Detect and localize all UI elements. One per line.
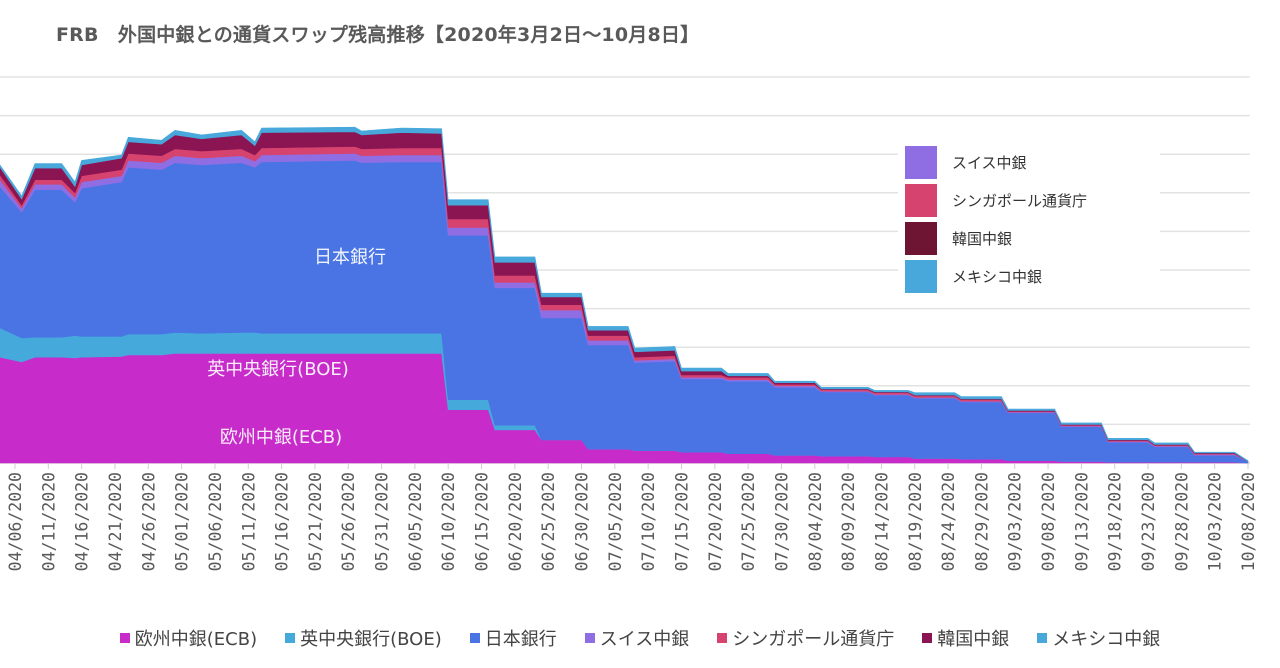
legend-swatch bbox=[905, 221, 937, 255]
x-tick-label: 04/21/2020 bbox=[106, 472, 125, 571]
inset-legend-item-mexico[interactable]: メキシコ中銀 bbox=[905, 259, 1042, 293]
x-tick-label: 04/11/2020 bbox=[39, 472, 58, 571]
x-tick-label: 05/16/2020 bbox=[273, 472, 292, 571]
inset-legend-item-korea[interactable]: 韓国中銀 bbox=[905, 221, 1012, 255]
x-tick-label: 07/15/2020 bbox=[672, 472, 691, 571]
legend-item-japan[interactable]: 日本銀行 bbox=[469, 624, 557, 652]
legend-label: シンガポール通貨庁 bbox=[732, 629, 895, 650]
x-tick-label: 06/05/2020 bbox=[406, 472, 425, 571]
inset-legend: スイス中銀 シンガポール通貨庁 韓国中銀 メキシコ中銀 bbox=[898, 140, 1160, 300]
x-tick-label: 04/16/2020 bbox=[73, 472, 92, 571]
x-tick-label: 06/20/2020 bbox=[506, 472, 525, 571]
x-tick-label: 07/10/2020 bbox=[639, 472, 658, 571]
inset-legend-item-swiss[interactable]: スイス中銀 bbox=[905, 145, 1027, 179]
legend-label: メキシコ中銀 bbox=[952, 267, 1043, 286]
legend-item-mexico[interactable]: メキシコ中銀 bbox=[1037, 624, 1160, 652]
x-tick-label: 10/08/2020 bbox=[1239, 472, 1258, 571]
x-tick-label: 07/20/2020 bbox=[706, 472, 725, 571]
x-tick-label: 07/05/2020 bbox=[606, 472, 625, 571]
legend-item-boe[interactable]: 英中央銀行(BOE) bbox=[285, 624, 442, 652]
x-tick-label: 09/28/2020 bbox=[1172, 472, 1191, 571]
legend-item-ecb[interactable]: 欧州中銀(ECB) bbox=[119, 624, 258, 652]
x-tick-label: 05/31/2020 bbox=[373, 472, 392, 571]
x-tick-label: 06/25/2020 bbox=[539, 472, 558, 571]
x-tick-label: 10/03/2020 bbox=[1206, 472, 1225, 571]
x-axis: 04/06/2020 04/11/2020 04/16/2020 04/21/2020… bbox=[6, 463, 1258, 571]
legend-swatch bbox=[717, 633, 728, 643]
legend-label: スイス中銀 bbox=[599, 629, 690, 650]
legend-swatch bbox=[119, 633, 130, 643]
legend-swatch bbox=[905, 183, 937, 217]
legend-label: 韓国中銀 bbox=[937, 629, 1010, 650]
area-series-6 bbox=[0, 126, 1249, 463]
chart-title: FRB 外国中銀との通貨スワップ残高推移【2020年3月2日～10月8日】 bbox=[56, 24, 700, 46]
x-tick-label: 04/06/2020 bbox=[6, 472, 25, 571]
legend-swatch bbox=[905, 259, 937, 293]
legend-label: スイス中銀 bbox=[952, 153, 1027, 172]
legend-label: シンガポール通貨庁 bbox=[952, 191, 1088, 210]
legend-swatch bbox=[1037, 633, 1048, 643]
x-tick-label: 09/13/2020 bbox=[1072, 472, 1091, 571]
x-tick-label: 07/30/2020 bbox=[772, 472, 791, 571]
x-tick-label: 06/30/2020 bbox=[573, 472, 592, 571]
legend-item-singapore[interactable]: シンガポール通貨庁 bbox=[717, 624, 894, 652]
x-tick-label: 05/26/2020 bbox=[339, 472, 358, 571]
legend-swatch bbox=[584, 633, 595, 643]
x-tick-label: 08/29/2020 bbox=[972, 472, 991, 571]
legend-label: メキシコ中銀 bbox=[1052, 629, 1161, 650]
x-tick-label: 07/25/2020 bbox=[739, 472, 758, 571]
x-tick-label: 06/15/2020 bbox=[473, 472, 492, 571]
x-tick-label: 09/23/2020 bbox=[1139, 472, 1158, 571]
legend-label: 欧州中銀(ECB) bbox=[134, 629, 258, 650]
legend-item-korea[interactable]: 韓国中銀 bbox=[922, 624, 1009, 652]
x-tick-label: 05/06/2020 bbox=[206, 472, 225, 571]
legend-label: 韓国中銀 bbox=[952, 229, 1013, 248]
x-tick-label: 08/04/2020 bbox=[806, 472, 825, 571]
x-tick-label: 08/24/2020 bbox=[939, 472, 958, 571]
legend-item-swiss[interactable]: スイス中銀 bbox=[584, 624, 690, 652]
x-tick-label: 05/21/2020 bbox=[306, 472, 325, 571]
legend-swatch bbox=[285, 633, 296, 643]
inset-legend-item-singapore[interactable]: シンガポール通貨庁 bbox=[905, 183, 1087, 217]
x-tick-label: 05/01/2020 bbox=[173, 472, 192, 571]
area-label-japan: 日本銀行 bbox=[314, 247, 386, 268]
legend-swatch bbox=[922, 633, 933, 643]
legend-label: 日本銀行 bbox=[484, 629, 557, 650]
area-label-boe: 英中央銀行(BOE) bbox=[207, 359, 349, 380]
x-tick-label: 08/09/2020 bbox=[839, 472, 858, 571]
x-tick-label: 09/18/2020 bbox=[1106, 472, 1125, 571]
x-tick-label: 04/26/2020 bbox=[139, 472, 158, 571]
x-tick-label: 05/11/2020 bbox=[239, 472, 258, 571]
legend-swatch bbox=[905, 145, 937, 179]
x-tick-label: 08/19/2020 bbox=[906, 472, 925, 571]
x-tick-label: 09/08/2020 bbox=[1039, 472, 1058, 571]
x-tick-label: 09/03/2020 bbox=[1006, 472, 1025, 571]
area-label-ecb: 欧州中銀(ECB) bbox=[219, 427, 343, 448]
x-tick-label: 08/14/2020 bbox=[872, 472, 891, 571]
legend-swatch bbox=[469, 633, 480, 643]
bottom-legend: 欧州中銀(ECB) 英中央銀行(BOE) 日本銀行 スイス中銀 シンガポール通貨… bbox=[0, 624, 1280, 652]
legend-label: 英中央銀行(BOE) bbox=[300, 629, 442, 650]
x-tick-label: 06/10/2020 bbox=[439, 472, 458, 571]
